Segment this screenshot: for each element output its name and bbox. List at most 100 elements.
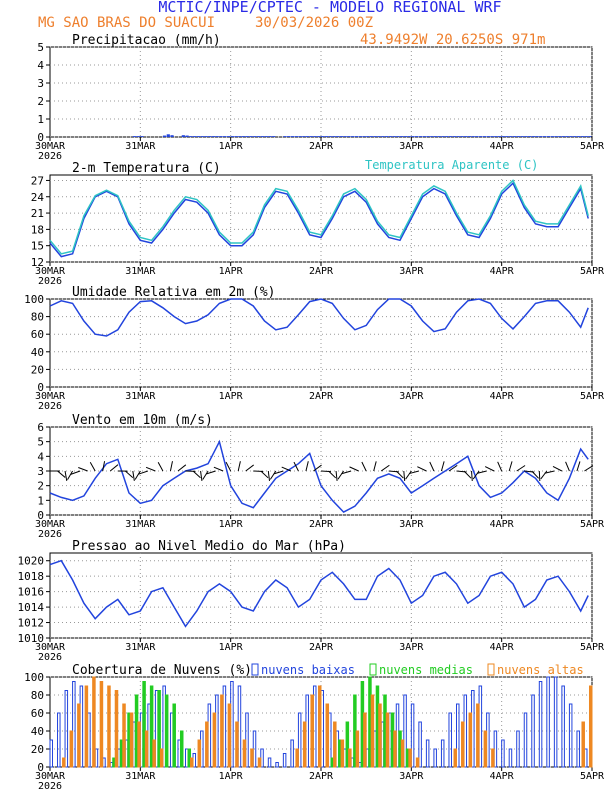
precip-bar — [287, 136, 291, 137]
precip-bar — [193, 136, 197, 137]
cloud-bar — [317, 685, 322, 768]
precip-bar — [324, 136, 328, 137]
cloud-bar — [142, 681, 146, 768]
x-tick-label: 3APR — [399, 519, 424, 530]
precip-bar — [415, 136, 419, 137]
precip-bar — [539, 136, 543, 137]
x-tick-label: 1APR — [219, 642, 244, 653]
precip-bar — [185, 135, 189, 137]
x-year-label: 2026 — [38, 529, 62, 540]
cloud-bar — [433, 748, 437, 768]
cloud-bar — [400, 739, 405, 768]
y-tick-label: 0 — [37, 131, 44, 144]
precip-bar — [140, 136, 144, 137]
x-tick-label: 4APR — [490, 519, 515, 530]
cloud-bar — [491, 748, 495, 768]
precip-bar — [170, 135, 174, 137]
precip-bar — [460, 136, 464, 137]
x-tick-label: 4APR — [490, 771, 515, 782]
cloud-bar — [267, 757, 272, 768]
y-tick-label: 0 — [37, 761, 44, 774]
wind-arrow — [157, 461, 164, 472]
wind-arrow — [132, 470, 135, 481]
panel-title: Pressao ao Nivel Medio do Mar (hPa) — [72, 539, 346, 554]
cloud-bar — [157, 690, 161, 768]
wind-arrow — [409, 470, 419, 475]
y-tick-label: 1010 — [18, 632, 45, 645]
precip-bar — [332, 136, 336, 137]
y-tick-label: 6 — [37, 421, 44, 434]
precip-bar — [400, 136, 404, 137]
x-tick-label: 2APR — [309, 519, 334, 530]
precip-bar — [260, 136, 264, 137]
x-tick-label: 30MAR — [35, 771, 66, 782]
y-tick-label: 0 — [37, 509, 44, 522]
precip-bar — [181, 135, 185, 137]
precip-bar — [501, 136, 505, 137]
precip-bar — [290, 136, 295, 137]
precip-bar — [196, 136, 200, 137]
precip-bar — [253, 136, 257, 137]
x-tick-label: 30MAR — [35, 519, 66, 530]
x-tick-label: 4APR — [490, 141, 515, 152]
wind-arrow — [67, 470, 74, 480]
wind-arrow — [89, 462, 96, 472]
cloud-bar — [212, 712, 217, 768]
precip-bar — [223, 136, 227, 137]
precip-bar — [464, 136, 468, 137]
precip-bar — [336, 136, 340, 137]
cloud-bar — [408, 748, 412, 768]
precip-bar — [366, 136, 370, 137]
x-year-label: 2026 — [38, 401, 62, 412]
precip-bar — [569, 136, 573, 137]
wind-arrow — [281, 466, 292, 472]
precip-bar — [351, 136, 355, 137]
precip-bar — [426, 136, 430, 137]
wind-arrow — [584, 465, 594, 472]
precip-bar — [479, 136, 483, 137]
y-tick-label: 1012 — [18, 617, 45, 630]
cloud-bar — [546, 676, 550, 768]
x-tick-label: 31MAR — [125, 519, 156, 530]
x-tick-label: 3APR — [399, 771, 424, 782]
panel-title: Cobertura de Nuvens (%) — [72, 663, 252, 678]
precip-bar — [528, 136, 532, 137]
precip-bar — [512, 136, 517, 137]
precip-bar — [471, 136, 475, 137]
y-tick-label: 1020 — [18, 555, 45, 568]
precip-bar — [543, 136, 547, 137]
wind-arrow — [205, 470, 216, 475]
precip-bar — [561, 136, 566, 137]
wind-arrow — [177, 464, 187, 472]
cloud-bar — [410, 703, 415, 768]
x-year-label: 2026 — [38, 151, 62, 162]
x-tick-label: 4APR — [490, 266, 515, 277]
cloud-bar — [275, 762, 279, 768]
wind-arrow — [169, 461, 173, 472]
x-tick-label: 1APR — [219, 266, 244, 277]
vento-line — [49, 439, 589, 514]
cloud-bar — [370, 694, 375, 768]
precip-bar — [520, 136, 524, 137]
wind-arrow — [538, 470, 541, 482]
cloud-bar — [235, 721, 239, 768]
precip-bar — [321, 136, 325, 137]
precip-bar — [396, 136, 400, 137]
cloud-bar — [257, 757, 262, 768]
wind-arrow — [260, 470, 269, 479]
x-tick-label: 31MAR — [125, 266, 156, 277]
precip-bar — [509, 136, 513, 137]
cloud-bar — [403, 694, 407, 768]
precip-bar — [317, 136, 321, 137]
x-tick-label: 2APR — [309, 642, 334, 653]
cloud-bar — [297, 712, 302, 768]
cloud-bar — [453, 748, 458, 768]
cloud-bar — [508, 748, 513, 768]
cloud-bar — [159, 748, 164, 768]
wind-arrow — [192, 470, 201, 479]
precip-bar — [584, 136, 588, 137]
wind-arrow — [78, 467, 88, 472]
wind-arrow — [328, 470, 337, 479]
y-tick-label: 3 — [37, 77, 44, 90]
